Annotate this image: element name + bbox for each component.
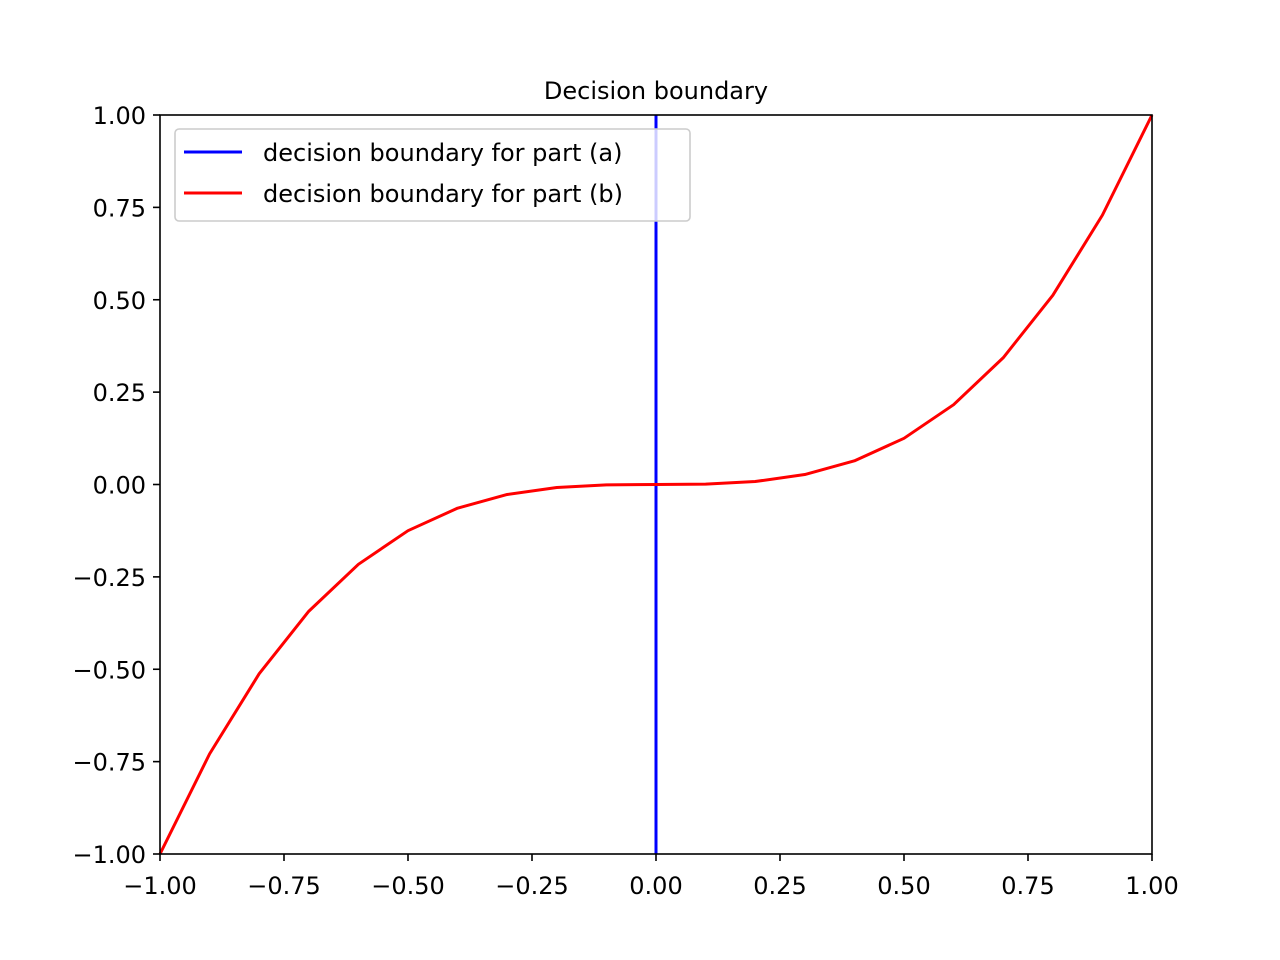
- x-tick-label: 1.00: [1125, 872, 1178, 900]
- y-tick-label: −0.25: [72, 564, 146, 592]
- y-tick-label: 0.25: [93, 379, 146, 407]
- chart-title: Decision boundary: [544, 77, 768, 105]
- y-tick-label: 1.00: [93, 102, 146, 130]
- x-tick-label: −1.00: [123, 872, 197, 900]
- y-tick-label: 0.75: [93, 194, 146, 222]
- y-tick-label: 0.50: [93, 287, 146, 315]
- x-tick-label: 0.00: [629, 872, 682, 900]
- x-tick-label: −0.25: [495, 872, 569, 900]
- y-tick-label: 0.00: [93, 472, 146, 500]
- y-tick-label: −1.00: [72, 841, 146, 869]
- series-line-part-b: [158, 114, 1154, 855]
- y-tick-label: −0.50: [72, 656, 146, 684]
- x-tick-label: −0.50: [371, 872, 445, 900]
- x-tick-label: 0.75: [1001, 872, 1054, 900]
- x-tick-label: 0.25: [753, 872, 806, 900]
- y-axis-ticks: −1.00 −0.75 −0.50 −0.25 0.00 0.25 0.50 0.75 1.00: [72, 102, 160, 869]
- x-tick-label: −0.75: [247, 872, 321, 900]
- y-tick-label: −0.75: [72, 749, 146, 777]
- legend-label-part-a: decision boundary for part (a): [263, 139, 622, 167]
- x-axis-ticks: −1.00 −0.75 −0.50 −0.25 0.00 0.25 0.50 0.75 1.00: [123, 854, 1179, 900]
- x-tick-label: 0.50: [877, 872, 930, 900]
- legend-label-part-b: decision boundary for part (b): [263, 180, 623, 208]
- plot-series-layer: [158, 114, 1154, 855]
- legend: decision boundary for part (a) decision …: [174, 128, 691, 222]
- legend-frame: [174, 128, 691, 222]
